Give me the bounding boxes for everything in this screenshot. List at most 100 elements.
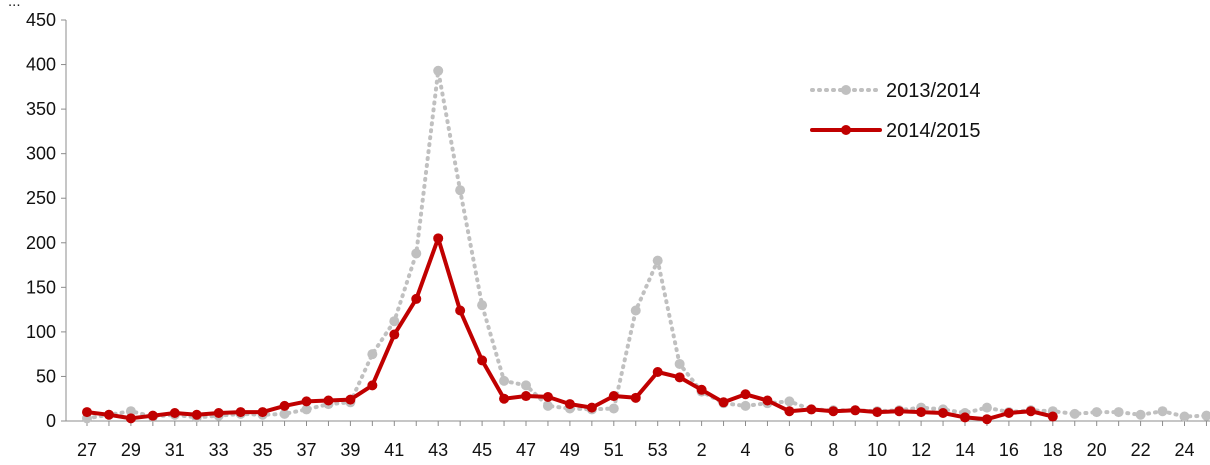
series-point-2: [894, 406, 905, 417]
series-point-2: [850, 405, 861, 416]
series-point-2: [806, 404, 817, 415]
x-tick-label: 24: [1174, 440, 1194, 460]
series-point-2: [762, 395, 773, 406]
y-tick-label: 200: [26, 233, 56, 253]
series-point-1: [389, 316, 400, 327]
series-point-2: [542, 391, 553, 402]
x-tick-label: 39: [340, 440, 360, 460]
x-tick-label: 20: [1087, 440, 1107, 460]
x-tick-label: 8: [828, 440, 838, 460]
series-point-1: [455, 185, 466, 196]
x-tick-label: 18: [1043, 440, 1063, 460]
series-point-2: [1025, 406, 1036, 417]
series-point-1: [499, 375, 510, 386]
x-tick-label: 51: [604, 440, 624, 460]
series-point-2: [191, 409, 202, 420]
x-tick-label: 49: [560, 440, 580, 460]
series-point-2: [718, 397, 729, 408]
series-point-2: [125, 413, 136, 424]
x-tick-label: 12: [911, 440, 931, 460]
y-tick-label: 300: [26, 144, 56, 164]
y-tick-label: 0: [46, 411, 56, 431]
series-point-2: [960, 412, 970, 423]
series-point-2: [828, 406, 839, 417]
series-point-1: [652, 255, 663, 266]
series-point-2: [872, 407, 883, 418]
series-point-2: [916, 407, 927, 418]
y-tick-label: 100: [26, 322, 56, 342]
series-point-1: [521, 380, 531, 391]
series-point-1: [1157, 406, 1168, 417]
x-tick-label: 43: [428, 440, 448, 460]
series-point-2: [696, 384, 707, 395]
series-point-1: [1069, 408, 1080, 419]
series-point-2: [389, 329, 400, 340]
series-point-2: [235, 407, 246, 418]
x-tick-label: 14: [955, 440, 975, 460]
series-point-2: [630, 392, 641, 403]
series-point-2: [499, 393, 510, 404]
series-point-2: [981, 414, 992, 425]
series-point-2: [1047, 411, 1058, 422]
series-point-2: [784, 406, 795, 417]
y-tick-label: 150: [26, 277, 56, 297]
series-line-2: [85, 236, 1055, 422]
series-point-2: [367, 380, 378, 391]
x-tick-label: 2: [697, 440, 707, 460]
x-tick-label: 6: [784, 440, 794, 460]
series-point-2: [345, 394, 356, 405]
series-point-1: [674, 358, 685, 369]
series-point-2: [103, 409, 114, 420]
series-point-2: [521, 391, 531, 402]
series-point-2: [477, 355, 488, 366]
y-tick-label: 450: [26, 10, 56, 30]
y-tick-label: 250: [26, 188, 56, 208]
series-point-2: [301, 396, 312, 407]
x-tick-label: 29: [121, 440, 141, 460]
series-point-2: [411, 293, 422, 304]
y-tick-label: 50: [36, 366, 56, 386]
x-tick-label: 45: [472, 440, 492, 460]
series-point-1: [1201, 410, 1210, 421]
series-point-1: [784, 396, 795, 407]
series-point-1: [1135, 409, 1146, 420]
legend-label-2: 2014/2015: [886, 120, 981, 142]
series-point-1: [367, 349, 378, 360]
series-line-1: [85, 68, 1209, 421]
x-tick-label: 31: [165, 440, 185, 460]
x-tick-label: 16: [999, 440, 1019, 460]
series-point-2: [938, 407, 949, 418]
series-point-2: [455, 305, 466, 316]
series-point-1: [1113, 407, 1124, 418]
legend-marker-1: [841, 85, 851, 95]
series-point-1: [477, 300, 488, 311]
legend-label-1: 2013/2014: [886, 80, 981, 102]
series-point-1: [981, 402, 992, 413]
x-tick-label: 10: [867, 440, 887, 460]
series-point-2: [608, 391, 619, 402]
y-tick-label: 400: [26, 55, 56, 75]
x-tick-label: 33: [209, 440, 229, 460]
series-point-2: [213, 407, 224, 418]
chart-title-fragment: ...: [8, 0, 21, 10]
series-point-2: [740, 389, 751, 400]
x-tick-label: 41: [384, 440, 404, 460]
series-point-2: [674, 372, 685, 383]
x-tick-label: 53: [648, 440, 668, 460]
x-tick-label: 35: [253, 440, 273, 460]
x-tick-label: 47: [516, 440, 536, 460]
x-tick-label: 4: [740, 440, 750, 460]
legend-marker-2: [841, 125, 851, 135]
series-point-2: [279, 400, 290, 411]
series-point-2: [652, 366, 663, 377]
series-point-2: [323, 395, 334, 406]
y-tick-label: 350: [26, 99, 56, 119]
x-tick-label: 37: [296, 440, 316, 460]
series-point-1: [1091, 407, 1102, 418]
series-point-2: [564, 399, 575, 410]
series-point-1: [411, 248, 422, 259]
series-point-1: [630, 305, 641, 316]
series-point-1: [433, 65, 444, 76]
